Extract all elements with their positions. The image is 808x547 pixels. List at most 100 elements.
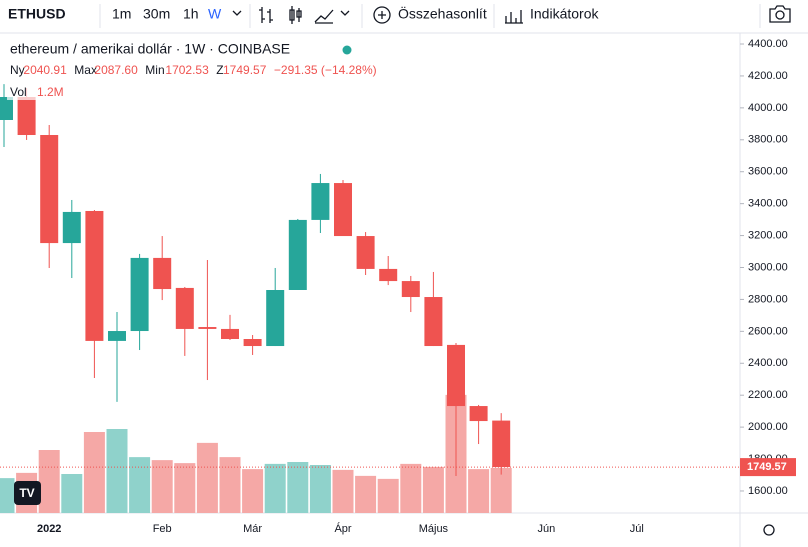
volume-bar: [400, 463, 422, 513]
volume-bar: [151, 460, 173, 513]
volume-bar: [355, 475, 377, 513]
candle-body: [469, 406, 488, 422]
ohlc-value: 2040.91: [23, 63, 67, 77]
volume-bar: [38, 450, 60, 513]
y-tick-label: 4400.00: [748, 38, 788, 50]
volume-bar: [377, 478, 399, 513]
volume-bar: [0, 478, 15, 513]
last-price-tag: [740, 458, 796, 477]
candle-body: [221, 328, 239, 340]
volume-bar: [61, 474, 83, 513]
candle-body: [379, 268, 398, 282]
y-tick-label: 3200.00: [748, 229, 788, 241]
volume-bar: [264, 463, 286, 513]
x-tick-label: Feb: [153, 523, 172, 535]
y-tick-label: 3800.00: [748, 134, 788, 146]
volume-bar: [468, 469, 490, 513]
x-tick-label: 2022: [37, 523, 61, 535]
interval[interactable]: 1h: [183, 6, 199, 22]
ohlc-value: 2087.60: [94, 63, 138, 77]
x-tick-label: Ápr: [334, 522, 351, 535]
candle-body: [243, 339, 262, 347]
candle-body: [424, 297, 443, 347]
y-tick-label: 3600.00: [748, 166, 788, 178]
symbol[interactable]: ETHUSD: [8, 6, 66, 22]
ohlc-key: Z: [216, 63, 223, 77]
y-tick-label: 3400.00: [748, 198, 788, 210]
x-tick-label: Május: [419, 523, 449, 535]
volume-bar: [422, 466, 444, 513]
candle-body: [334, 183, 352, 237]
volume-bar: [490, 468, 512, 513]
tv-logo-text: TV: [19, 486, 34, 500]
tv-logo[interactable]: [14, 481, 41, 505]
candle-body: [356, 236, 375, 269]
candle-body: [492, 420, 511, 468]
candle-body: [130, 257, 149, 332]
candle-body: [153, 257, 172, 290]
compare-button[interactable]: Összehasonlít: [398, 5, 487, 22]
volume-bar: [287, 462, 309, 513]
candle-layer: [0, 84, 511, 476]
volume-bar: [174, 463, 196, 513]
candle-body: [198, 327, 217, 329]
indicators-icon[interactable]: [505, 10, 523, 24]
candle-body: [311, 183, 330, 220]
market-status: [342, 45, 352, 55]
snapshot-lens: [775, 10, 785, 20]
ohlc-key: Ny: [10, 63, 25, 77]
y-tick-label: 4200.00: [748, 70, 788, 82]
interval[interactable]: 1m: [112, 6, 131, 22]
candle-body: [17, 97, 36, 136]
ohlc-value: 1702.53: [165, 63, 209, 77]
volume-bar: [332, 469, 354, 513]
ohlc-value: 1749.57: [223, 63, 267, 77]
volume-bar: [242, 469, 264, 513]
volume-name: Vol: [10, 85, 27, 99]
settings-icon[interactable]: [763, 524, 775, 536]
y-tick-label: 2600.00: [748, 325, 788, 337]
dropdown-icon[interactable]: [340, 10, 350, 16]
candle-body: [288, 219, 307, 291]
candle-body: [108, 331, 126, 341]
volume-bar: [196, 442, 218, 513]
indicators-button[interactable]: Indikátorok: [530, 6, 599, 22]
y-tick-label: 1600.00: [748, 485, 788, 497]
candle-body: [447, 344, 465, 407]
y-tick-label: 2400.00: [748, 357, 788, 369]
snapshot-icon[interactable]: [769, 5, 791, 23]
volume-bar: [83, 432, 105, 513]
ohlc-key: Max: [74, 63, 97, 77]
y-tick-label: 2200.00: [748, 389, 788, 401]
x-tick-label: Jún: [538, 523, 556, 535]
y-tick-label: 3000.00: [748, 261, 788, 273]
volume-label: 1.2M: [37, 85, 64, 99]
x-tick-label: Júl: [630, 523, 644, 535]
interval[interactable]: 30m: [143, 6, 170, 22]
dropdown-icon[interactable]: [232, 10, 242, 16]
toolbar: [0, 0, 808, 33]
compare-icon-plus[interactable]: [378, 11, 386, 19]
volume-layer: [0, 394, 512, 513]
candle-body: [0, 97, 13, 120]
candle-body: [175, 287, 194, 329]
bars-icon[interactable]: [259, 7, 273, 23]
x-tick-label: Már: [243, 523, 262, 535]
candles-icon[interactable]: [289, 6, 302, 24]
candle-body: [40, 135, 59, 244]
volume-bar: [309, 465, 331, 513]
y-tick-label: 4000.00: [748, 102, 788, 114]
interval-active[interactable]: W: [208, 6, 222, 22]
y-tick-label: 2000.00: [748, 421, 788, 433]
ohlc-change: −291.35 (−14.28%): [274, 63, 377, 77]
chart-title: ethereum / amerikai dollár · 1W · COINBA…: [10, 41, 290, 57]
last-price-label: 1749.57: [747, 461, 787, 473]
candle-body: [85, 210, 104, 341]
area-icon[interactable]: [314, 9, 334, 24]
legend-backdrop: [7, 40, 457, 100]
y-tick-label: 2800.00: [748, 293, 788, 305]
compare-icon[interactable]: [373, 6, 391, 24]
volume-bar: [219, 457, 241, 513]
ohlc-key: Min: [145, 63, 164, 77]
